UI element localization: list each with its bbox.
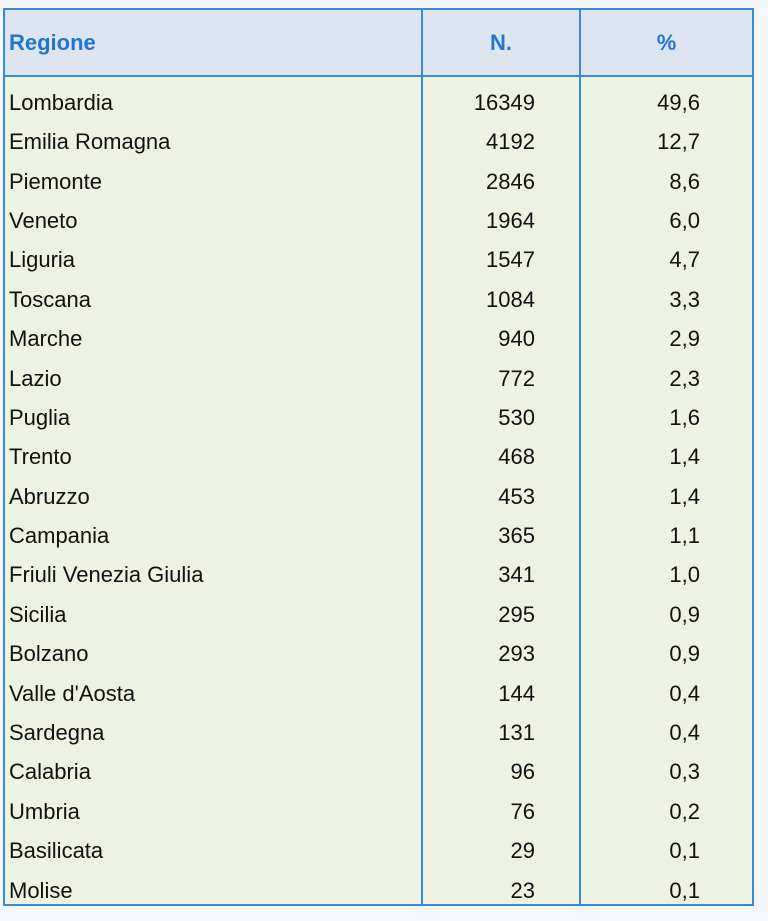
region-cell: Umbria — [9, 798, 80, 824]
region-cell: Lazio — [9, 365, 62, 391]
percent-cell: 2,9 — [579, 318, 752, 359]
percent-cell: 12,7 — [579, 122, 752, 162]
count-cell: 2846 — [421, 161, 580, 201]
region-cell: Emilia Romagna — [9, 129, 171, 155]
table-row: Puglia 530 1,6 — [5, 397, 752, 438]
count-cell: 341 — [421, 555, 580, 595]
header-region: Regione — [5, 10, 422, 77]
count-cell: 16349 — [421, 76, 580, 122]
table-row: Piemonte 2846 8,6 — [5, 161, 752, 201]
region-cell: Sicilia — [9, 601, 67, 627]
count-cell: 530 — [421, 397, 580, 438]
percent-cell: 1,4 — [579, 437, 752, 477]
table-row: Lombardia 16349 49,6 — [5, 76, 752, 122]
count-cell: 940 — [421, 318, 580, 359]
percent-cell: 0,2 — [579, 791, 752, 832]
count-cell: 453 — [421, 476, 580, 516]
table-row: Veneto 1964 6,0 — [5, 200, 752, 241]
table-header-row: Regione N. % — [5, 10, 752, 77]
percent-cell: 49,6 — [579, 76, 752, 122]
region-cell: Bolzano — [9, 641, 89, 667]
count-cell: 76 — [421, 791, 580, 832]
region-cell: Puglia — [9, 404, 71, 430]
percent-cell: 1,1 — [579, 515, 752, 556]
region-table-frame: Regione N. % Lombardia 16349 49,6 Emilia Ro… — [3, 8, 754, 906]
table-row: Basilicata 29 0,1 — [5, 831, 752, 871]
table-row: Abruzzo 453 1,4 — [5, 476, 752, 516]
region-cell: Calabria — [9, 759, 91, 785]
count-cell: 772 — [421, 358, 580, 398]
region-cell: Valle d'Aosta — [9, 680, 136, 706]
percent-cell: 1,4 — [579, 476, 752, 516]
percent-cell: 4,7 — [579, 240, 752, 280]
count-cell: 1084 — [421, 279, 580, 319]
percent-cell: 0,3 — [579, 752, 752, 792]
table-row: Lazio 772 2,3 — [5, 358, 752, 398]
region-cell: Sardegna — [9, 720, 105, 746]
table-row: Trento 468 1,4 — [5, 437, 752, 477]
percent-cell: 0,4 — [579, 673, 752, 713]
table-row: Valle d'Aosta 144 0,4 — [5, 673, 752, 713]
region-cell: Lombardia — [9, 90, 113, 115]
region-cell: Trento — [9, 444, 72, 470]
percent-cell: 1,0 — [579, 555, 752, 595]
region-table: Regione N. % Lombardia 16349 49,6 Emilia Ro… — [5, 10, 752, 904]
header-percent: % — [579, 10, 752, 77]
table-row: Campania 365 1,1 — [5, 515, 752, 556]
count-cell: 468 — [421, 437, 580, 477]
count-cell: 4192 — [421, 122, 580, 162]
table-row: Sardegna 131 0,4 — [5, 712, 752, 753]
table-row: Calabria 96 0,3 — [5, 752, 752, 792]
count-cell: 365 — [421, 515, 580, 556]
region-cell: Abruzzo — [9, 483, 90, 509]
percent-cell: 3,3 — [579, 279, 752, 319]
percent-cell: 8,6 — [579, 161, 752, 201]
percent-cell: 1,6 — [579, 397, 752, 438]
region-cell: Basilicata — [9, 838, 104, 864]
count-cell: 144 — [421, 673, 580, 713]
header-count: N. — [421, 10, 580, 77]
count-cell: 29 — [421, 831, 580, 871]
percent-cell: 0,4 — [579, 712, 752, 753]
percent-cell: 6,0 — [579, 200, 752, 241]
region-cell: Campania — [9, 523, 110, 549]
table-row: Liguria 1547 4,7 — [5, 240, 752, 280]
count-cell: 295 — [421, 594, 580, 635]
table-row: Friuli Venezia Giulia 341 1,0 — [5, 555, 752, 595]
table-row: Bolzano 293 0,9 — [5, 634, 752, 674]
count-cell: 293 — [421, 634, 580, 674]
table-row: Molise 23 0,1 — [5, 870, 752, 904]
table-row: Toscana 1084 3,3 — [5, 279, 752, 319]
region-cell: Molise — [9, 877, 73, 903]
count-cell: 131 — [421, 712, 580, 753]
region-cell: Veneto — [9, 207, 78, 233]
percent-cell: 0,1 — [579, 831, 752, 871]
region-cell: Liguria — [9, 247, 76, 273]
percent-cell: 0,9 — [579, 594, 752, 635]
region-cell: Marche — [9, 326, 83, 352]
region-cell: Toscana — [9, 286, 91, 312]
percent-cell: 2,3 — [579, 358, 752, 398]
region-cell: Piemonte — [9, 168, 102, 194]
count-cell: 1964 — [421, 200, 580, 241]
count-cell: 96 — [421, 752, 580, 792]
count-cell: 23 — [421, 870, 580, 904]
count-cell: 1547 — [421, 240, 580, 280]
table-row: Sicilia 295 0,9 — [5, 594, 752, 635]
table-row: Emilia Romagna 4192 12,7 — [5, 122, 752, 162]
clipped-caption-remnant — [330, 0, 450, 4]
region-cell: Friuli Venezia Giulia — [9, 562, 204, 588]
table-row: Umbria 76 0,2 — [5, 791, 752, 832]
percent-cell: 0,9 — [579, 634, 752, 674]
percent-cell: 0,1 — [579, 870, 752, 904]
table-row: Marche 940 2,9 — [5, 318, 752, 359]
